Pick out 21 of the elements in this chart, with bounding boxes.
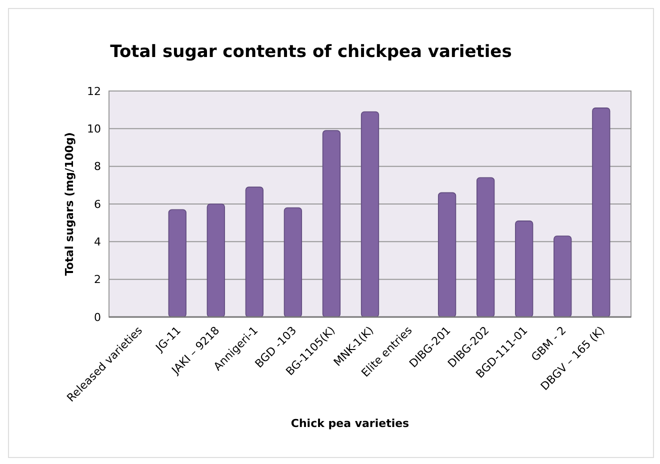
bar [284, 207, 302, 318]
bar [438, 192, 456, 318]
y-tick-label: 2 [94, 273, 101, 286]
y-tick-label: 6 [94, 198, 101, 211]
bar [592, 108, 610, 318]
y-tick-label: 8 [94, 160, 101, 174]
bar [554, 236, 572, 318]
chart-title: Total sugar contents of chickpea varieties [110, 42, 512, 62]
y-tick-label: 12 [87, 84, 101, 98]
y-axis-title: Total sugars (mg/100g) [63, 132, 76, 276]
bar [322, 130, 341, 318]
bar [476, 177, 495, 318]
bar [245, 186, 264, 318]
bar [168, 209, 186, 318]
x-axis-title: Chick pea varieties [290, 417, 410, 430]
y-tick-label: 4 [94, 236, 101, 249]
bar [206, 204, 225, 318]
bar [515, 220, 534, 318]
y-tick-label: 10 [87, 122, 101, 136]
bar [360, 111, 380, 318]
y-tick-label: 0 [94, 310, 101, 324]
